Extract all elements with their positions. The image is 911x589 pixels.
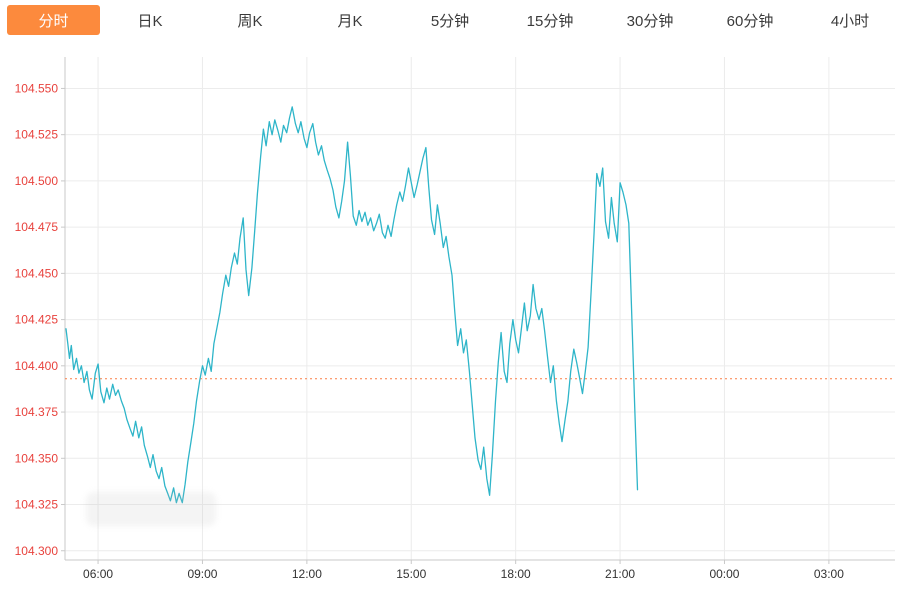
y-axis-label: 104.525 bbox=[15, 128, 59, 142]
y-axis-label: 104.325 bbox=[15, 498, 59, 512]
y-axis-label: 104.500 bbox=[15, 174, 59, 188]
y-axis-label: 104.450 bbox=[15, 266, 59, 280]
y-axis-label: 104.425 bbox=[15, 313, 59, 327]
y-axis-label: 104.475 bbox=[15, 220, 59, 234]
tab-label: 5分钟 bbox=[430, 12, 470, 30]
timeframe-tabbar: 分时 日K 周K 月K 5分钟 15分钟 30分钟 60分钟 4小时 bbox=[0, 0, 911, 40]
axes bbox=[61, 57, 895, 564]
tab-label: 30分钟 bbox=[626, 12, 674, 30]
tab-label: 60分钟 bbox=[726, 12, 774, 30]
tab-label: 4小时 bbox=[830, 12, 870, 30]
x-axis-label: 00:00 bbox=[709, 567, 739, 581]
gridlines bbox=[65, 57, 895, 560]
tab-label: 周K bbox=[237, 12, 263, 30]
watermark bbox=[86, 492, 216, 526]
x-axis-label: 15:00 bbox=[396, 567, 426, 581]
x-axis-label: 12:00 bbox=[292, 567, 322, 581]
tab-30min[interactable]: 30分钟 bbox=[600, 5, 700, 35]
tab-label: 15分钟 bbox=[526, 12, 574, 30]
y-axis-label: 104.400 bbox=[15, 359, 59, 373]
x-axis-label: 21:00 bbox=[605, 567, 635, 581]
tab-label: 分时 bbox=[38, 12, 69, 30]
y-axis-label: 104.375 bbox=[15, 405, 59, 419]
price-line bbox=[65, 106, 639, 504]
tab-month-k[interactable]: 月K bbox=[300, 5, 400, 35]
tab-day-k[interactable]: 日K bbox=[100, 5, 200, 35]
tab-15min[interactable]: 15分钟 bbox=[500, 5, 600, 35]
tab-60min[interactable]: 60分钟 bbox=[700, 5, 800, 35]
x-axis-label: 06:00 bbox=[83, 567, 113, 581]
x-axis-label: 03:00 bbox=[814, 567, 844, 581]
tab-fenshi[interactable]: 分时 bbox=[7, 5, 100, 35]
price-series bbox=[65, 106, 639, 504]
x-axis-label: 18:00 bbox=[501, 567, 531, 581]
axis-labels: 104.550 104.525 104.500 104.475 104.450 104.4… bbox=[15, 81, 845, 581]
tab-5min[interactable]: 5分钟 bbox=[400, 5, 500, 35]
tab-label: 日K bbox=[137, 12, 163, 30]
y-axis-label: 104.300 bbox=[15, 544, 59, 558]
x-axis-label: 09:00 bbox=[187, 567, 217, 581]
tab-label: 月K bbox=[337, 12, 363, 30]
tab-4hour[interactable]: 4小时 bbox=[800, 5, 900, 35]
tab-week-k[interactable]: 周K bbox=[200, 5, 300, 35]
y-axis-label: 104.350 bbox=[15, 451, 59, 465]
y-axis-label: 104.550 bbox=[15, 81, 59, 95]
